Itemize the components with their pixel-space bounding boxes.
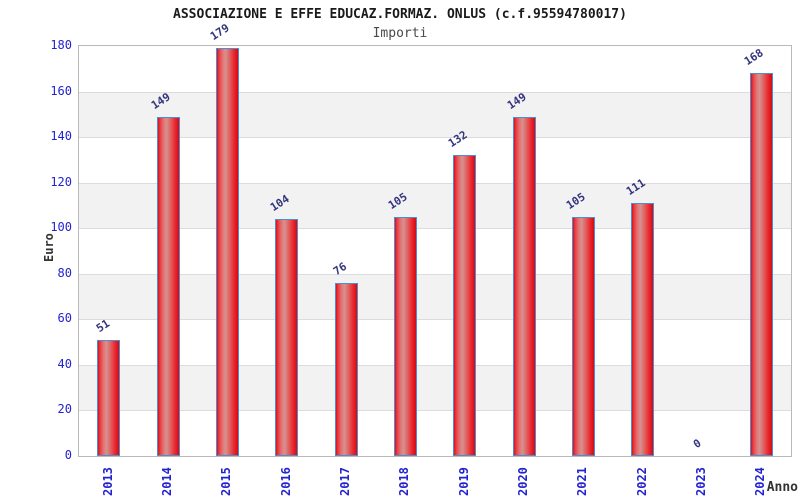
- y-tick-label: 160: [50, 83, 72, 98]
- chart-title: ASSOCIAZIONE E EFFE EDUCAZ.FORMAZ. ONLUS…: [173, 7, 627, 22]
- plot-band: [79, 319, 791, 365]
- plot-band: [79, 228, 791, 274]
- plot-area: 51 149 179 104 76 105 132 149 105 111 0 168: [78, 21, 792, 457]
- y-tick-label: 80: [57, 265, 72, 280]
- plot-band: [79, 182, 791, 229]
- y-tick-label: 100: [50, 220, 72, 235]
- y-axis-title: Euro: [42, 233, 56, 262]
- x-tick-label: 2019: [456, 467, 471, 496]
- chart-subtitle: Importi: [372, 26, 428, 41]
- bar: [275, 219, 299, 456]
- y-tick-label: 0: [64, 448, 72, 462]
- x-tick-label: 2013: [100, 467, 115, 496]
- bar: [156, 117, 180, 456]
- y-tick-label: 40: [57, 356, 72, 371]
- plot-band: [79, 91, 791, 138]
- gridline: [79, 410, 791, 412]
- x-tick-label: 2023: [694, 467, 708, 496]
- bar: [571, 217, 595, 456]
- bar: [393, 217, 417, 456]
- y-tick-label: 60: [57, 311, 72, 326]
- bar: [97, 340, 121, 456]
- gridline: [79, 273, 791, 275]
- x-tick-label: 2015: [219, 467, 234, 496]
- x-tick-label: 2014: [160, 467, 174, 496]
- x-tick-label: 2022: [634, 467, 649, 496]
- plot-band: [79, 46, 791, 92]
- y-tick-label: 180: [50, 38, 72, 52]
- x-tick-label: 2017: [338, 467, 352, 496]
- bar: [215, 48, 239, 456]
- plot-band: [79, 137, 791, 183]
- gridline: [79, 91, 791, 93]
- y-tick-label: 20: [57, 402, 72, 417]
- x-tick-label: 2021: [575, 467, 590, 496]
- y-tick-label: 140: [50, 129, 72, 144]
- bar: [453, 155, 477, 456]
- plot-band: [79, 410, 791, 456]
- x-tick-label: 2020: [516, 467, 530, 496]
- gridline: [79, 364, 791, 366]
- bar: [512, 117, 536, 456]
- plot-band: [79, 364, 791, 411]
- x-tick-label: 2024: [753, 467, 768, 496]
- bar: [749, 73, 773, 456]
- bar: [334, 283, 358, 456]
- plot-band: [79, 273, 791, 320]
- gridline: [79, 228, 791, 230]
- x-tick-label: 2018: [397, 467, 412, 496]
- y-tick-label: 120: [50, 174, 72, 189]
- bar: [631, 203, 655, 456]
- gridline: [79, 319, 791, 321]
- x-tick-label: 2016: [278, 467, 293, 496]
- gridline: [79, 182, 791, 184]
- x-axis-title: Anno: [766, 480, 798, 495]
- gridline: [79, 137, 791, 139]
